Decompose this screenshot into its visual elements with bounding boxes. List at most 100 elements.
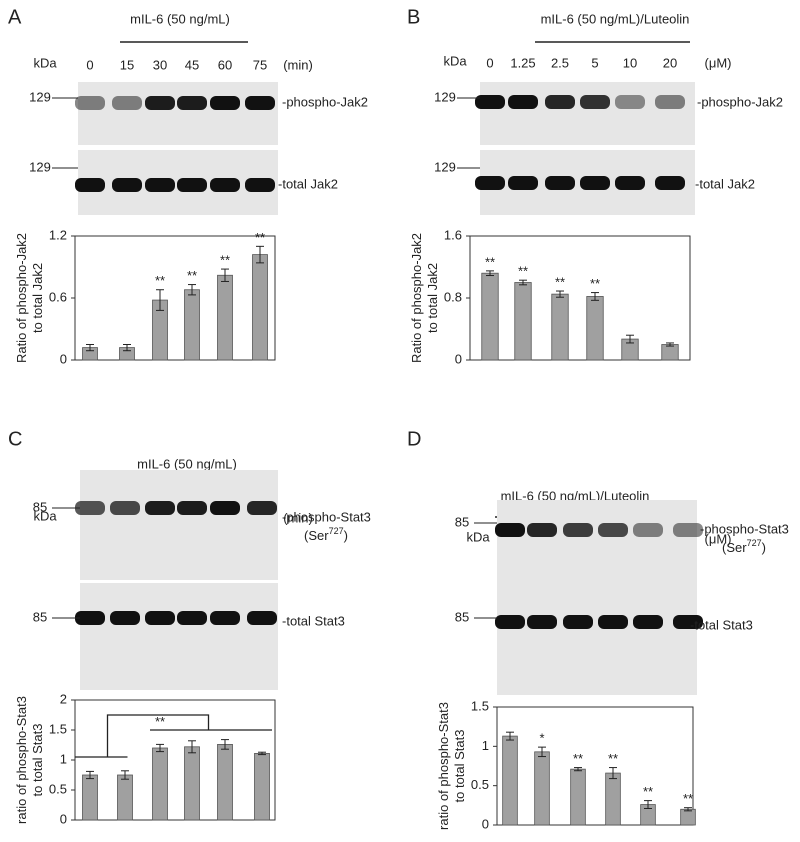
significance: ** xyxy=(518,264,528,279)
blot-band xyxy=(495,523,525,537)
significance: ** xyxy=(573,751,583,766)
blot-band xyxy=(112,96,142,110)
blot-band xyxy=(210,96,240,110)
y-tick-label: 1.5 xyxy=(471,698,489,713)
significance: * xyxy=(539,731,544,746)
blot-band xyxy=(615,176,645,190)
bar xyxy=(534,751,550,826)
bar xyxy=(254,753,270,821)
y-tick-label: 0.6 xyxy=(49,289,67,304)
significance: ** xyxy=(155,273,165,288)
blot xyxy=(497,500,697,600)
significance: ** xyxy=(220,253,230,268)
blot-band xyxy=(580,176,610,190)
blot-band xyxy=(527,615,557,629)
y-tick-label: 1.6 xyxy=(444,227,462,242)
blot-band xyxy=(75,501,105,515)
bar xyxy=(184,289,200,361)
unit-label: (min) xyxy=(283,57,313,72)
bar xyxy=(570,768,586,826)
blot-band xyxy=(177,501,207,515)
bar xyxy=(551,293,569,361)
y-tick-label: 0 xyxy=(60,811,67,826)
blot xyxy=(80,470,278,580)
panel-letter: C xyxy=(8,428,22,450)
bar xyxy=(184,746,200,821)
blot-band xyxy=(245,96,275,110)
plot-frame xyxy=(74,235,276,361)
blot-band xyxy=(112,178,142,192)
blot-label: -phospho-Stat3 xyxy=(700,521,789,536)
bar xyxy=(586,296,604,361)
plot-frame xyxy=(496,706,694,826)
y-axis-label-line: to total Jak2 xyxy=(425,263,440,333)
blot-band xyxy=(673,523,703,537)
blot-band xyxy=(145,96,175,110)
sub-part: ) xyxy=(344,528,348,543)
significance: ** xyxy=(590,276,600,291)
blot-band xyxy=(110,501,140,515)
blot-band xyxy=(145,501,175,515)
lane-label: 15 xyxy=(120,57,134,72)
blot xyxy=(80,583,278,690)
bar xyxy=(481,272,499,361)
blot-band xyxy=(177,611,207,625)
bar xyxy=(217,744,233,821)
y-axis-label: Ratio of phospho-Jak2to total Jak2 xyxy=(14,233,45,363)
marker-label: 129 xyxy=(434,159,456,174)
blot-band xyxy=(655,176,685,190)
blot-band xyxy=(475,95,505,109)
significance: ** xyxy=(555,274,565,289)
y-axis-label-line: Ratio of phospho-Jak2 xyxy=(14,233,29,363)
y-tick-label: 1 xyxy=(60,751,67,766)
y-tick-label: 0 xyxy=(455,351,462,366)
blot-band xyxy=(655,95,685,109)
marker-label: 129 xyxy=(29,89,51,104)
unit-label: (min) xyxy=(283,510,313,525)
y-tick-label: 0.8 xyxy=(444,289,462,304)
y-tick-label: 2 xyxy=(60,691,67,706)
blot-band xyxy=(563,615,593,629)
blot-label: -total Jak2 xyxy=(695,176,755,191)
panel-letter: A xyxy=(8,6,22,28)
marker-label: 129 xyxy=(29,159,51,174)
blot-band xyxy=(598,523,628,537)
y-axis-label-line: to total Stat3 xyxy=(30,724,45,797)
y-tick-label: 0 xyxy=(482,816,489,831)
bar xyxy=(82,774,98,821)
blot-band xyxy=(210,178,240,192)
y-axis-label-line: ratio of phospho-Stat3 xyxy=(436,702,451,830)
blot-sublabel: (Ser727) xyxy=(304,526,348,543)
significance: ** xyxy=(608,751,618,766)
significance: ** xyxy=(255,230,265,245)
sub-part: 727 xyxy=(329,526,344,536)
blot-band xyxy=(210,501,240,515)
blot-band xyxy=(545,176,575,190)
treatment-label: mIL-6 (50 ng/mL) xyxy=(137,456,237,471)
blot-band xyxy=(598,615,628,629)
bar xyxy=(661,344,679,361)
blot-band xyxy=(580,95,610,109)
significance: ** xyxy=(643,784,653,799)
annotation: ** xyxy=(155,714,165,729)
plot-frame xyxy=(74,699,276,821)
kda-label: kDa xyxy=(33,55,57,70)
blot-band xyxy=(633,523,663,537)
blot-band xyxy=(177,96,207,110)
blot-band xyxy=(508,95,538,109)
marker-label: 85 xyxy=(33,499,47,514)
blot-band xyxy=(615,95,645,109)
significance: ** xyxy=(187,268,197,283)
blot-label: -phospho-Jak2 xyxy=(282,94,368,109)
sub-part: 727 xyxy=(747,538,762,548)
bar xyxy=(680,808,696,826)
blot-band xyxy=(527,523,557,537)
bar xyxy=(502,735,518,826)
panel-letter: B xyxy=(407,6,420,28)
treatment-label: mIL-6 (50 ng/mL) xyxy=(130,11,230,26)
blot-band xyxy=(545,95,575,109)
y-axis-label-line: Ratio of phospho-Jak2 xyxy=(409,233,424,363)
treatment-label: mIL-6 (50 ng/mL)/Luteolin xyxy=(501,488,650,503)
significance: ** xyxy=(683,791,693,806)
blot-band xyxy=(245,178,275,192)
